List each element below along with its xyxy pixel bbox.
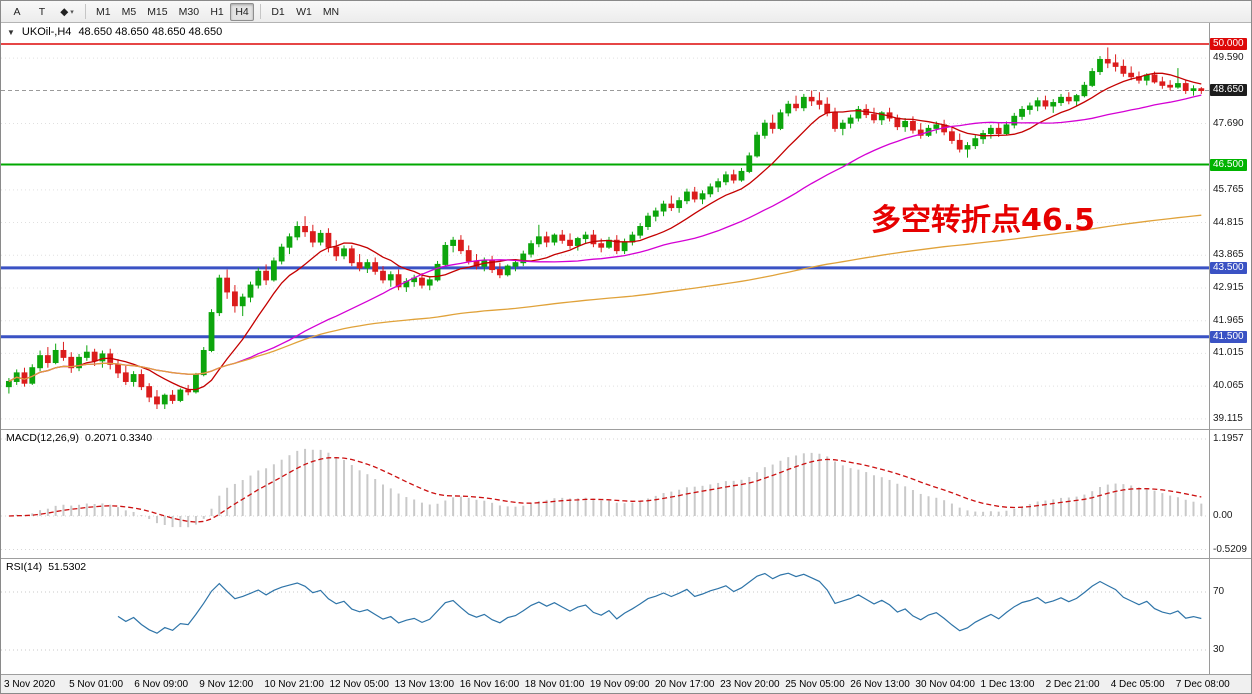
macd-axis-tick: 1.1957 <box>1213 432 1244 444</box>
timeframe-button-h1[interactable]: H1 <box>205 3 229 21</box>
price-axis-tick: 47.690 <box>1213 117 1244 129</box>
rsi-plot <box>1 572 1209 651</box>
candles-group <box>5 47 1205 410</box>
timeframe-button-m1[interactable]: M1 <box>91 3 116 21</box>
macd-panel[interactable]: MACD(12,26,9) 0.2071 0.3340 1.1957 0.00 -0… <box>1 429 1251 558</box>
toolbar-separator <box>85 4 86 19</box>
macd-axis-tick: -0.5209 <box>1213 543 1247 555</box>
chart-ohlc-values: 48.650 48.650 48.650 48.650 <box>78 26 223 38</box>
chevron-down-icon: ▾ <box>70 8 74 16</box>
time-axis-label: 26 Nov 13:00 <box>850 679 910 690</box>
price-chart-panel[interactable]: ▼ UKOil-,H4 48.650 48.650 48.650 48.650 … <box>1 23 1251 429</box>
price-axis-tick: 43.865 <box>1213 249 1244 261</box>
draw-tool-button[interactable]: ◆ ▾ <box>55 3 79 21</box>
chart-stack: ▼ UKOil-,H4 48.650 48.650 48.650 48.650 … <box>1 23 1251 693</box>
chart-symbol-label: UKOil-,H4 <box>21 26 72 38</box>
chart-title-bar: ▼ UKOil-,H4 48.650 48.650 48.650 48.650 <box>7 26 222 38</box>
timeframe-button-w1[interactable]: W1 <box>291 3 317 21</box>
price-axis-tick: 49.590 <box>1213 52 1244 64</box>
time-axis-label: 6 Nov 09:00 <box>134 679 189 690</box>
time-axis-label: 4 Dec 05:00 <box>1110 679 1165 690</box>
time-axis-label: 9 Nov 12:00 <box>199 679 254 690</box>
price-axis-tick: 42.915 <box>1213 281 1244 293</box>
price-axis-tick: 45.765 <box>1213 183 1244 195</box>
macd-histogram <box>15 448 1203 528</box>
macd-signal-line <box>8 457 1202 523</box>
timeframe-button-m5[interactable]: M5 <box>117 3 142 21</box>
price-axis-tick: 40.065 <box>1213 380 1244 392</box>
timeframe-button-mn[interactable]: MN <box>318 3 344 21</box>
chart-collapse-icon[interactable]: ▼ <box>7 27 15 37</box>
candlestick-plot[interactable] <box>1 23 1209 429</box>
timeframe-button-d1[interactable]: D1 <box>266 3 290 21</box>
time-axis-label: 19 Nov 09:00 <box>589 679 650 690</box>
price-axis-tick: 41.015 <box>1213 347 1244 359</box>
price-level-tag: 46.500 <box>1210 158 1247 171</box>
timeframe-button-m15[interactable]: M15 <box>142 3 172 21</box>
price-axis-tick: 41.965 <box>1213 314 1244 326</box>
macd-header: MACD(12,26,9) 0.2071 0.3340 <box>6 432 152 444</box>
draw-tool-icon: ◆ <box>60 5 69 18</box>
rsi-axis-tick: 30 <box>1213 644 1225 656</box>
macd-axis-tick: 0.00 <box>1213 509 1233 521</box>
rsi-panel[interactable]: RSI(14) 51.5302 70 30 <box>1 558 1251 674</box>
macd-values: 0.2071 0.3340 <box>84 432 153 444</box>
annotation-text: 多空转折点46.5 <box>871 203 1096 238</box>
rsi-line <box>117 572 1202 634</box>
a-tool-button[interactable]: A <box>5 3 29 21</box>
macd-label: MACD(12,26,9) <box>6 432 79 444</box>
timeframe-button-m30[interactable]: M30 <box>174 3 204 21</box>
time-axis-label: 20 Nov 17:00 <box>655 679 715 690</box>
price-axis-separator <box>1209 23 1210 429</box>
rsi-header: RSI(14) 51.5302 <box>6 561 86 573</box>
time-axis-label: 2 Dec 21:00 <box>1045 679 1100 690</box>
timeframe-button-h4[interactable]: H4 <box>230 2 255 21</box>
price-axis-separator <box>1209 430 1210 558</box>
price-level-tag: 50.000 <box>1210 38 1247 50</box>
time-axis-label: 5 Nov 01:00 <box>69 679 124 690</box>
time-axis-label: 30 Nov 04:00 <box>915 679 975 690</box>
time-axis-label: 12 Nov 05:00 <box>329 679 390 690</box>
rsi-axis-tick: 70 <box>1213 586 1225 598</box>
price-axis-tick: 44.815 <box>1213 216 1244 228</box>
time-axis[interactable]: 3 Nov 2020 5 Nov 01:00 6 Nov 09:00 9 Nov 12… <box>1 674 1251 693</box>
time-axis-label: 16 Nov 16:00 <box>459 679 520 690</box>
time-axis-label: 10 Nov 21:00 <box>264 679 324 690</box>
time-axis-label: 25 Nov 05:00 <box>785 679 845 690</box>
time-axis-label: 1 Dec 13:00 <box>980 679 1035 690</box>
rsi-label: RSI(14) <box>6 561 43 573</box>
moving-average-line <box>8 214 1202 383</box>
time-axis-label: 7 Dec 08:00 <box>1175 679 1230 690</box>
toolbar-separator <box>260 4 262 19</box>
text-tool-button[interactable]: T <box>30 3 54 21</box>
time-axis-label: 23 Nov 20:00 <box>720 679 780 690</box>
macd-plot <box>1 438 1209 551</box>
toolbar: A T ◆ ▾ M1 M5 M15 M30 H1 H4 D1 W1 MN <box>1 1 1251 23</box>
price-level-tag: 43.500 <box>1210 261 1247 274</box>
price-axis-separator <box>1209 559 1210 674</box>
time-axis-label: 3 Nov 2020 <box>4 679 56 690</box>
price-level-tag: 48.650 <box>1210 84 1247 97</box>
time-axis-label: 18 Nov 01:00 <box>524 679 585 690</box>
price-axis-tick: 39.115 <box>1213 412 1243 424</box>
moving-average-line <box>8 72 1202 391</box>
price-level-tag: 41.500 <box>1210 330 1247 343</box>
rsi-value: 51.5302 <box>48 561 87 573</box>
time-axis-label: 13 Nov 13:00 <box>394 679 455 690</box>
